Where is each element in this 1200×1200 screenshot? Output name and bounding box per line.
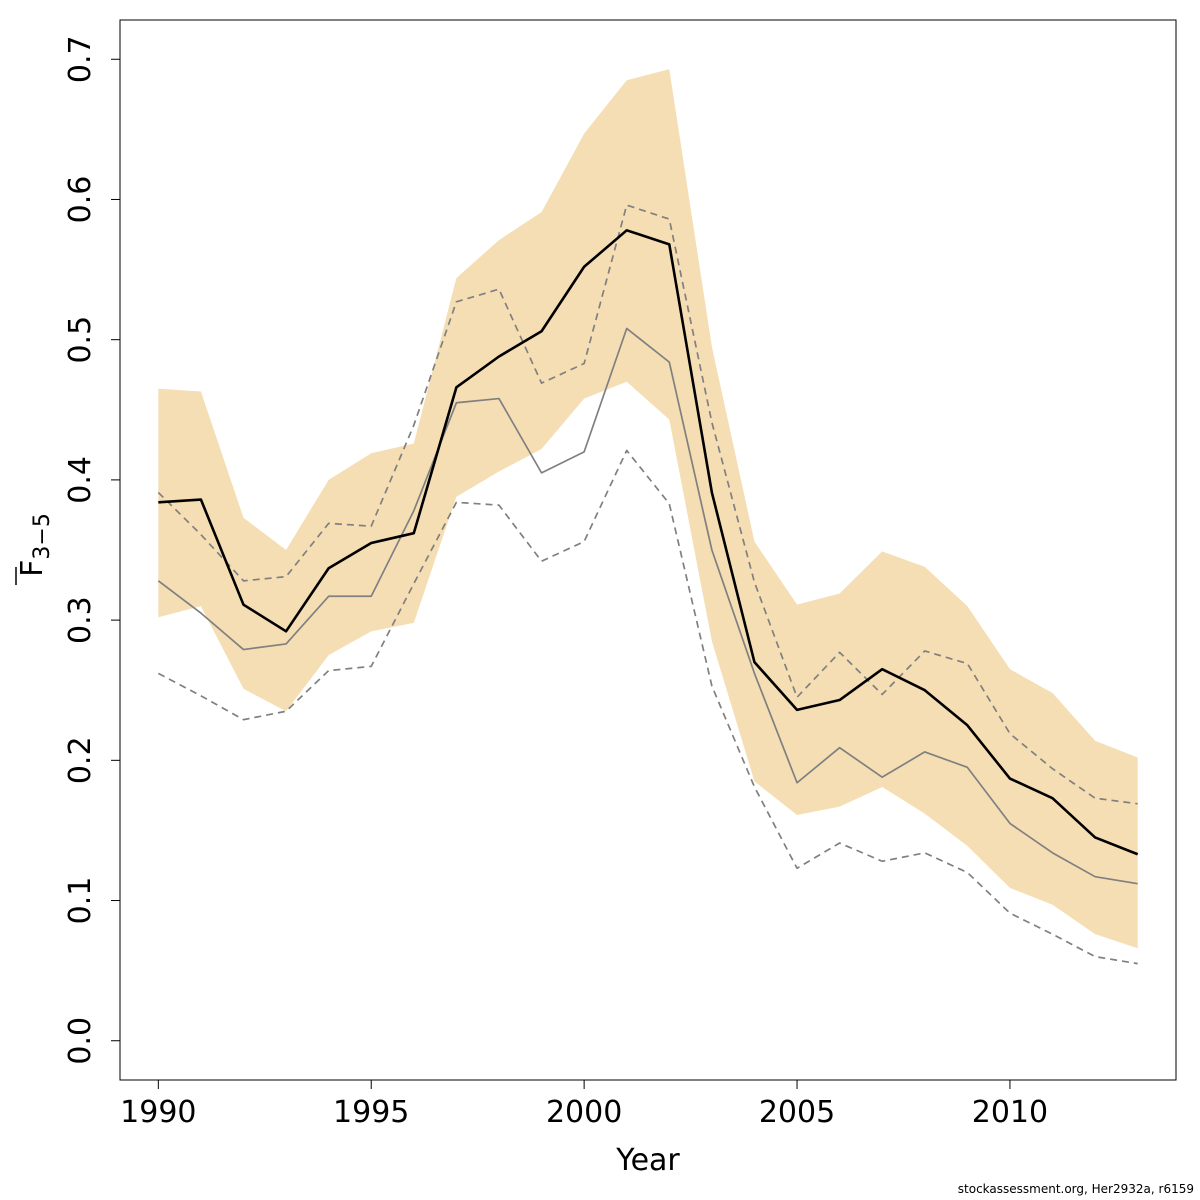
x-tick-label: 2010 (972, 1095, 1048, 1130)
x-tick-label: 1990 (120, 1095, 196, 1130)
y-axis-title-base: F (15, 560, 50, 577)
x-tick-label: 2000 (546, 1095, 622, 1130)
y-tick-label: 0.7 (63, 35, 98, 83)
series-layer (157, 204, 1139, 965)
x-axis-title: Year (615, 1143, 680, 1178)
series-line-2 (157, 327, 1138, 885)
y-tick-label: 0.1 (63, 877, 98, 925)
y-axis-title: F3−5 (15, 513, 55, 585)
y-axis-title-subscript: 3−5 (30, 513, 55, 559)
y-tick-label: 0.2 (63, 736, 98, 784)
x-tick-label: 2005 (759, 1095, 835, 1130)
y-tick-label: 0.5 (63, 316, 98, 364)
series-line-4 (157, 449, 1138, 965)
series-line-1 (158, 229, 1139, 856)
svg-text:F3−5: F3−5 (15, 513, 55, 577)
y-tick-label: 0.6 (63, 176, 98, 224)
y-axis: 0.0 0.1 0.2 0.3 0.4 0.5 0.6 0.7 (63, 35, 121, 1065)
footer-credit: stockassessment.org, Her2932a, r6159 (957, 1182, 1194, 1196)
y-tick-label: 0.3 (63, 596, 98, 644)
x-tick-label: 1995 (333, 1095, 409, 1130)
confidence-band-layer (158, 69, 1138, 949)
y-tick-label: 0.4 (63, 456, 98, 504)
series-line-3 (157, 204, 1138, 805)
x-axis: 1990 1995 2000 2005 2010 (120, 1079, 1048, 1130)
confidence-band (158, 69, 1138, 949)
y-tick-label: 0.0 (63, 1017, 98, 1065)
